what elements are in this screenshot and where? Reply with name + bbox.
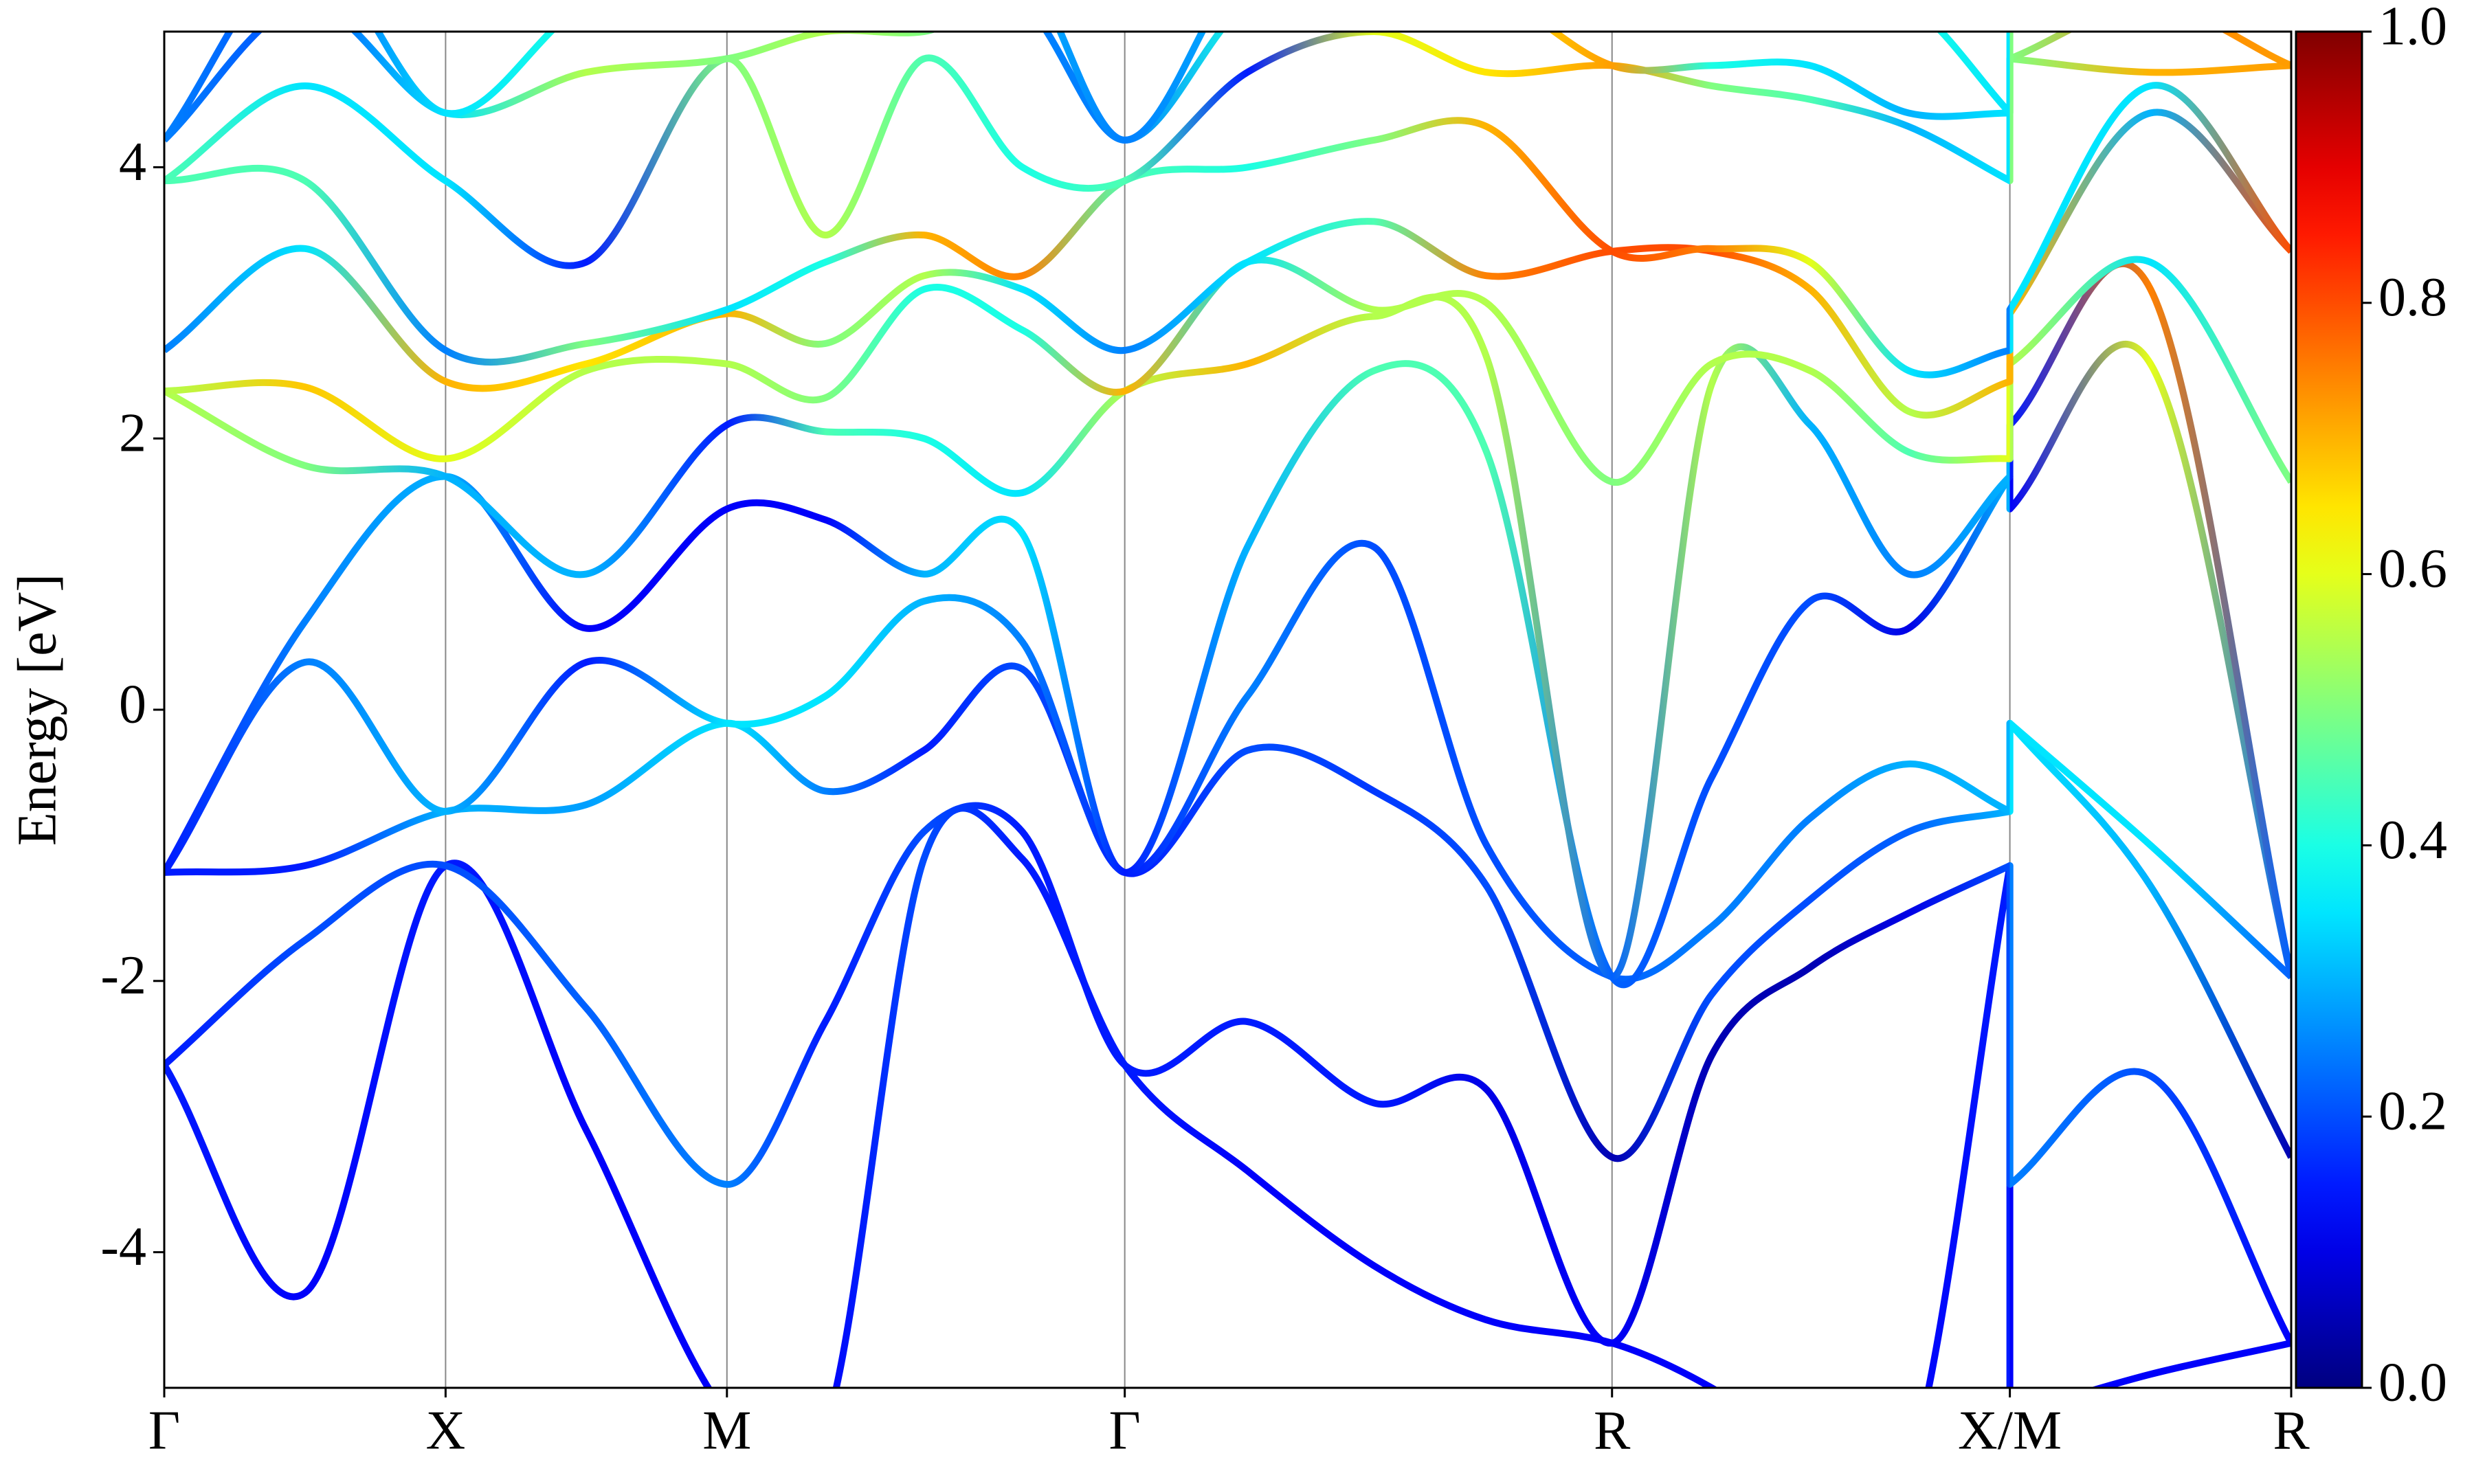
y-axis-label: Energy [eV] — [7, 574, 67, 846]
band — [164, 662, 2291, 1162]
colorbar-tick-label: 1.0 — [2378, 0, 2447, 56]
band — [164, 32, 2291, 144]
plot-frame — [163, 30, 2293, 1389]
y-tick-label: 2 — [119, 403, 146, 464]
y-tick-label: -2 — [100, 945, 146, 1006]
x-tick-label: R — [2273, 1400, 2310, 1461]
band — [164, 32, 2291, 269]
band — [164, 340, 2291, 988]
x-tick-label: M — [702, 1400, 751, 1461]
colorbar-tick-label: 0.6 — [2378, 539, 2447, 599]
band — [164, 260, 2291, 980]
x-tick-label: Γ — [1109, 1400, 1141, 1461]
band — [164, 539, 2291, 983]
colorbar — [2295, 30, 2363, 1389]
colorbar-tick-label: 0.2 — [2378, 1081, 2447, 1142]
band — [164, 32, 2014, 144]
colorbar-tick-label: 0.8 — [2378, 267, 2447, 328]
band — [164, 256, 2291, 486]
band — [164, 109, 2291, 419]
colorbar-tick-label: 0.4 — [2378, 810, 2447, 870]
bands — [164, 32, 2291, 1388]
y-tick-label: 0 — [119, 674, 146, 734]
x-tick-label: Γ — [148, 1400, 180, 1461]
colorbar-tick-label: 0.0 — [2378, 1352, 2447, 1413]
band — [164, 802, 2291, 1347]
x-tick-label: X/M — [1958, 1400, 2062, 1461]
x-tick-label: R — [1594, 1400, 1631, 1461]
y-tick-label: -4 — [100, 1217, 146, 1277]
y-tick-label: 4 — [119, 132, 146, 192]
x-tick-label: X — [426, 1400, 466, 1461]
band — [164, 82, 2291, 379]
